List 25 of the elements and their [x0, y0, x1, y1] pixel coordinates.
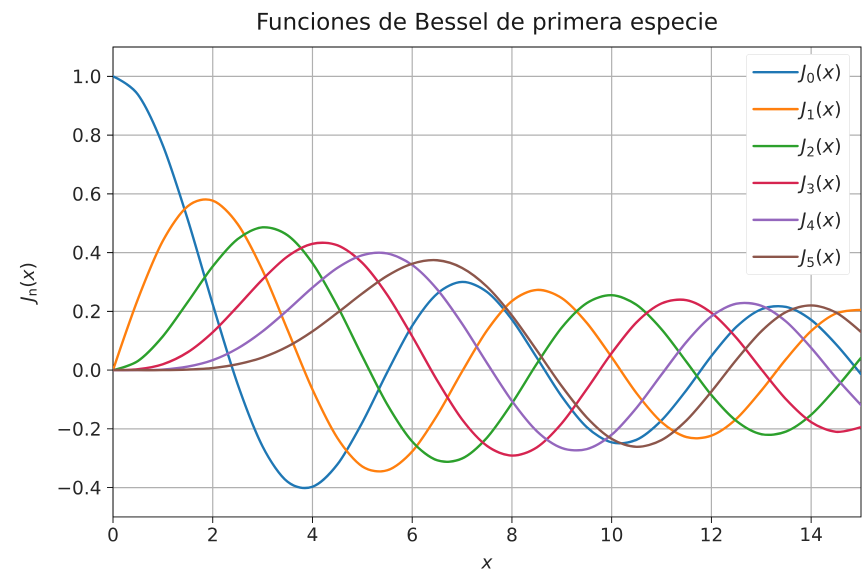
legend-label: J$_{4}$(x) — [798, 212, 840, 230]
y-tick-label: 0.2 — [73, 304, 100, 318]
x-tick-label: 14 — [801, 528, 822, 542]
x-tick-label: 8 — [507, 528, 517, 542]
chart-title: Funciones de Bessel de primera especie — [258, 12, 717, 34]
y-axis-title: J$_{n}$(x) — [20, 264, 38, 305]
legend-label: J$_{0}$(x) — [798, 64, 840, 83]
y-tick-label: 0.6 — [73, 186, 100, 201]
y-tick-label: 0.0 — [73, 363, 100, 378]
x-tick-label: 10 — [602, 528, 622, 542]
y-tick-label: −0.4 — [58, 480, 100, 495]
x-tick-label: 2 — [208, 528, 217, 542]
x-tick-label: 6 — [408, 528, 417, 542]
y-tick-label: 1.0 — [74, 69, 100, 84]
y-tick-label: 0.4 — [73, 246, 100, 260]
x-axis-title: x — [480, 558, 493, 568]
legend-label: J$_{1}$(x) — [798, 101, 840, 120]
x-tick-label: 4 — [308, 528, 318, 542]
x-tick-label: 0 — [108, 528, 118, 542]
legend-label: J$_{2}$(x) — [798, 138, 840, 156]
y-tick-label: −0.2 — [58, 422, 100, 436]
legend-label: J$_{5}$(x) — [798, 248, 840, 268]
y-tick-label: 0.8 — [73, 128, 100, 142]
x-tick-label: 12 — [702, 528, 722, 542]
legend-label: J$_{3}$(x) — [798, 174, 840, 194]
